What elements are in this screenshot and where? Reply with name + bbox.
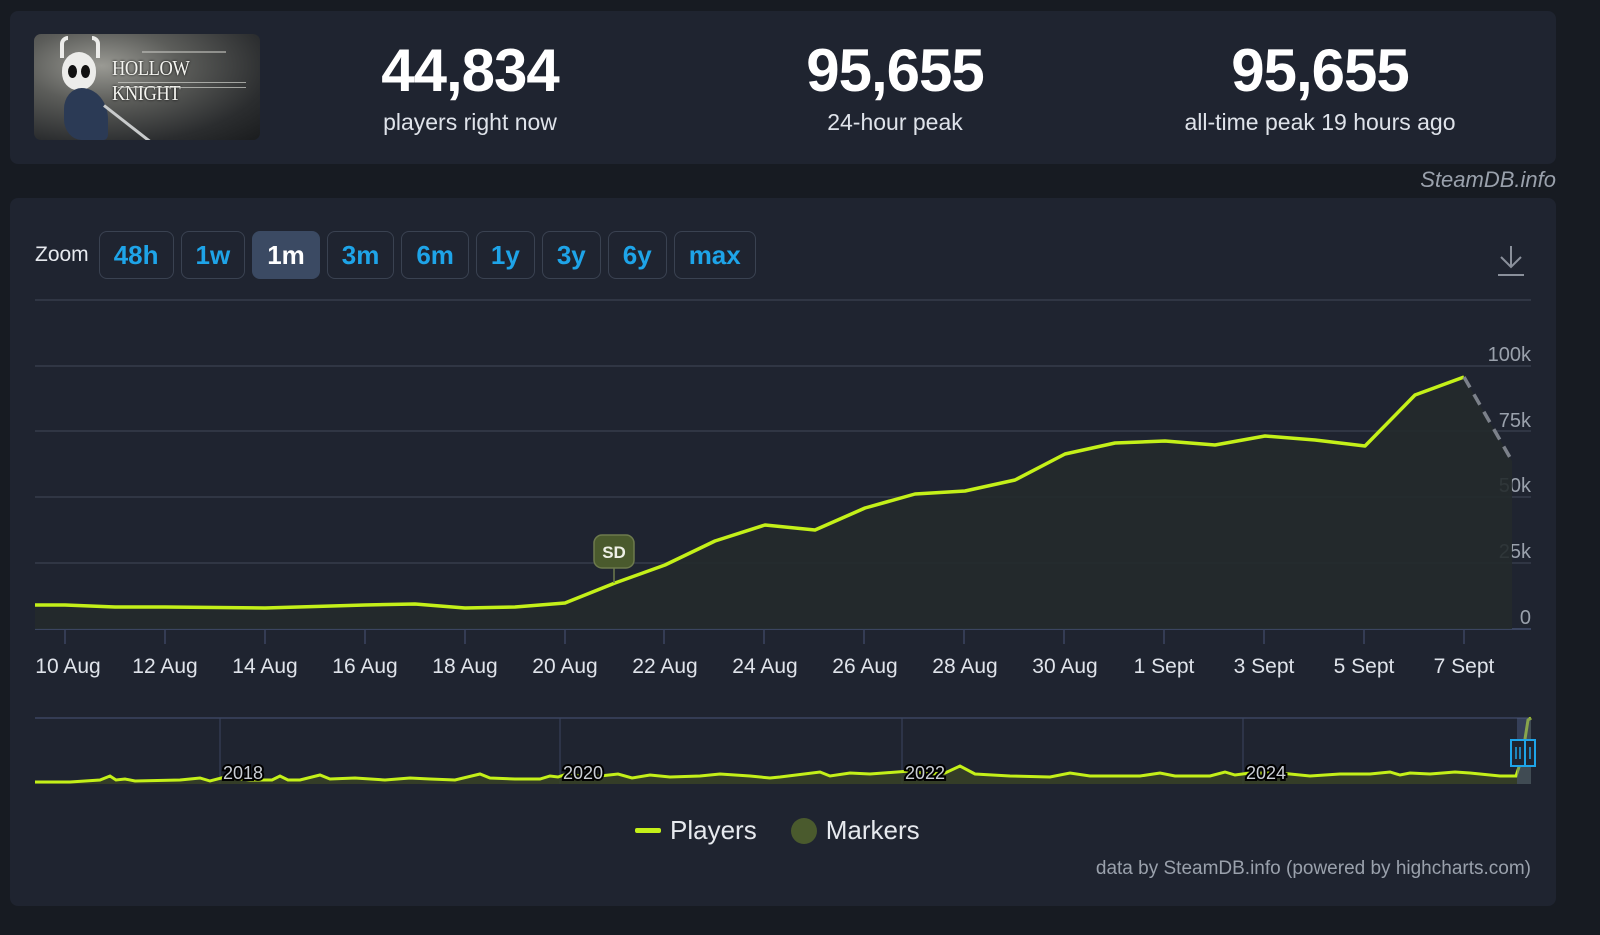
- svg-text:1 Sept: 1 Sept: [1134, 655, 1195, 678]
- svg-text:SD: SD: [602, 543, 626, 562]
- all-time-peak-label: all-time peak 19 hours ago: [1184, 109, 1456, 135]
- svg-text:75k: 75k: [1499, 410, 1532, 432]
- zoom-bar: Zoom 48h 1w 1m 3m 6m 1y 3y 6y max: [35, 231, 756, 279]
- svg-text:24 Aug: 24 Aug: [732, 655, 797, 678]
- svg-text:18 Aug: 18 Aug: [432, 655, 497, 678]
- svg-text:100k: 100k: [1488, 344, 1532, 366]
- chart-card: Zoom 48h 1w 1m 3m 6m 1y 3y 6y max 100k 7…: [10, 198, 1556, 906]
- zoom-3m-button[interactable]: 3m: [326, 231, 395, 279]
- legend-players[interactable]: Players: [635, 815, 757, 846]
- svg-text:16 Aug: 16 Aug: [332, 655, 397, 678]
- marker-sd[interactable]: SD: [593, 534, 635, 583]
- zoom-1w-button[interactable]: 1w: [180, 231, 246, 279]
- svg-text:3 Sept: 3 Sept: [1234, 655, 1295, 678]
- svg-text:10 Aug: 10 Aug: [35, 655, 100, 678]
- svg-text:2022: 2022: [905, 763, 945, 783]
- svg-text:2018: 2018: [223, 763, 263, 783]
- zoom-1m-button[interactable]: 1m: [252, 231, 320, 279]
- svg-text:20 Aug: 20 Aug: [532, 655, 597, 678]
- players-now-label: players right now: [383, 109, 557, 135]
- knight-cloak: [64, 88, 108, 140]
- svg-text:28 Aug: 28 Aug: [932, 655, 997, 678]
- knight-horn-right: [92, 36, 100, 58]
- svg-text:30 Aug: 30 Aug: [1032, 655, 1097, 678]
- zoom-6m-button[interactable]: 6m: [401, 231, 469, 279]
- x-axis-labels: 10 Aug 12 Aug 14 Aug 16 Aug 18 Aug 20 Au…: [35, 655, 1494, 678]
- legend-markers-label: Markers: [825, 815, 920, 845]
- svg-text:2020: 2020: [563, 763, 603, 783]
- peak-24h-value: 95,655: [806, 37, 985, 104]
- svg-text:5 Sept: 5 Sept: [1334, 655, 1395, 678]
- player-chart[interactable]: 100k 75k 50k 25k 0 SD: [10, 198, 1556, 906]
- players-area: [35, 377, 1512, 629]
- x-axis-ticks: [64, 629, 1465, 644]
- markers-legend-swatch: [790, 817, 817, 844]
- game-title-logo: HOLLOW KNIGHT: [112, 56, 190, 105]
- players-line: [35, 375, 1465, 610]
- svg-text:7 Sept: 7 Sept: [1434, 655, 1495, 678]
- legend-players-label: Players: [670, 815, 757, 845]
- chart-credits[interactable]: data by SteamDB.info (powered by highcha…: [1095, 858, 1531, 879]
- navigator-handle-right[interactable]: [1524, 739, 1536, 767]
- navigator[interactable]: 2018 2020 2022 2024: [35, 716, 1536, 785]
- all-time-peak-value: 95,655: [1231, 37, 1410, 104]
- players-now-value: 44,834: [381, 37, 560, 104]
- zoom-max-button[interactable]: max: [673, 231, 756, 279]
- svg-text:14 Aug: 14 Aug: [232, 655, 297, 678]
- stat-all-time-peak: 95,655 all-time peak 19 hours ago: [1150, 39, 1490, 136]
- zoom-48h-button[interactable]: 48h: [98, 231, 174, 279]
- svg-text:2024: 2024: [1246, 763, 1286, 783]
- zoom-1y-button[interactable]: 1y: [475, 231, 535, 279]
- svg-text:22 Aug: 22 Aug: [632, 655, 697, 678]
- nail-sword: [103, 104, 153, 140]
- players-legend-swatch: [635, 828, 661, 833]
- legend-markers[interactable]: Markers: [790, 815, 920, 846]
- zoom-6y-button[interactable]: 6y: [607, 231, 667, 279]
- svg-text:12 Aug: 12 Aug: [132, 655, 197, 678]
- knight-horn-left: [60, 36, 68, 58]
- ornament-bottom: [118, 82, 246, 88]
- stat-players-now: 44,834 players right now: [330, 39, 610, 136]
- ornament-top: [142, 51, 226, 53]
- game-thumbnail[interactable]: HOLLOW KNIGHT: [34, 34, 260, 140]
- stat-24h-peak: 95,655 24-hour peak: [755, 39, 1035, 136]
- stats-card: HOLLOW KNIGHT 44,834 players right now 9…: [10, 11, 1556, 164]
- players-line-incomplete: [1462, 376, 1514, 462]
- chart-legend: Players Markers: [635, 815, 920, 846]
- brand-link[interactable]: SteamDB.info: [1420, 167, 1556, 192]
- download-icon[interactable]: [1496, 243, 1526, 277]
- knight-icon: [62, 52, 96, 90]
- svg-text:26 Aug: 26 Aug: [832, 655, 897, 678]
- navigator-handle-left[interactable]: [1510, 739, 1526, 767]
- peak-24h-label: 24-hour peak: [827, 109, 963, 135]
- zoom-3y-button[interactable]: 3y: [541, 231, 601, 279]
- zoom-label: Zoom: [35, 243, 89, 266]
- svg-text:0: 0: [1520, 607, 1531, 629]
